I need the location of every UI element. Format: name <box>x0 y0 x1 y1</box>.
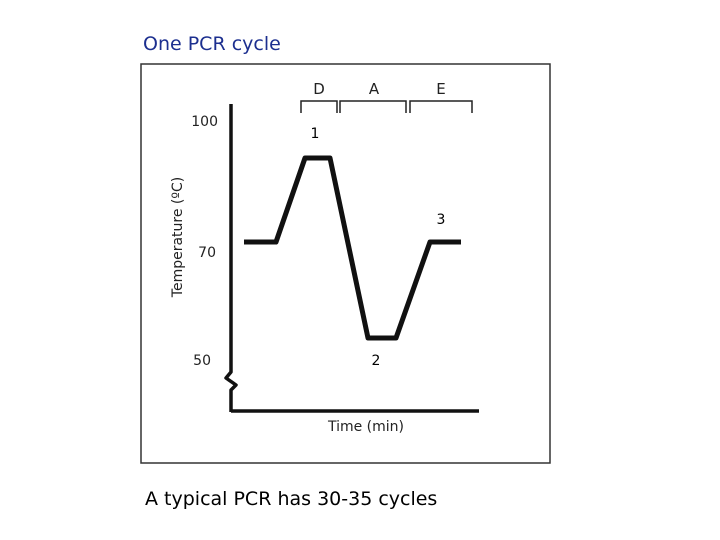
slide-title: One PCR cycle <box>143 33 281 55</box>
y-tick-label-70: 70 <box>198 245 216 261</box>
y-tick-label-100: 100 <box>191 114 218 130</box>
slide-caption: A typical PCR has 30-35 cycles <box>145 488 438 510</box>
y-axis <box>224 104 238 412</box>
figure-border <box>140 63 551 464</box>
phase-label-d: D <box>313 80 325 98</box>
phase-bracket-extension <box>409 100 473 113</box>
phase-bracket-annealing <box>339 100 407 113</box>
temperature-profile-line <box>244 155 461 341</box>
y-axis-label: Temperature (ºC) <box>170 177 186 298</box>
step-number-2: 2 <box>372 353 381 369</box>
step-number-3: 3 <box>437 212 446 228</box>
x-axis-label: Time (min) <box>327 419 404 435</box>
phase-label-a: A <box>369 80 380 98</box>
step-number-1: 1 <box>311 126 320 142</box>
phase-label-e: E <box>436 80 445 98</box>
y-tick-label-50: 50 <box>193 353 211 369</box>
phase-bracket-denaturation <box>300 100 338 113</box>
